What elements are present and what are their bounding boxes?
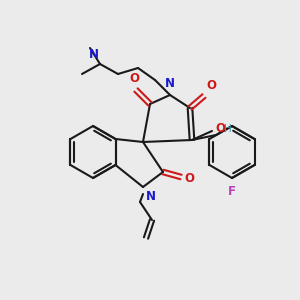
Text: O: O — [129, 72, 139, 85]
Text: H: H — [224, 124, 232, 134]
Text: N: N — [89, 48, 99, 61]
Text: N: N — [165, 77, 175, 90]
Text: F: F — [228, 185, 236, 198]
Text: N: N — [146, 190, 156, 203]
Text: O: O — [215, 122, 225, 136]
Text: O: O — [184, 172, 194, 184]
Text: O: O — [206, 79, 216, 92]
